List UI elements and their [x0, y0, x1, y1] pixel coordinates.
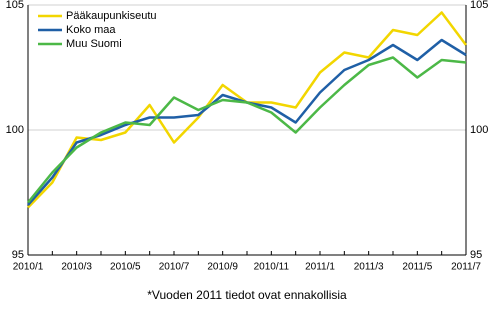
- y2-tick-label: 105: [470, 0, 488, 11]
- x-tick-label: 2011/3: [354, 262, 384, 273]
- y-tick-label: 95: [12, 249, 24, 261]
- x-tick-label: 2010/1: [13, 262, 44, 273]
- y-tick-label: 100: [6, 124, 24, 136]
- x-tick-label: 2010/5: [110, 262, 141, 273]
- footnote: *Vuoden 2011 tiedot ovat ennakollisia: [147, 288, 347, 302]
- x-tick-label: 2010/7: [159, 262, 190, 273]
- line-series: [27, 56, 467, 204]
- y-tick-label: 105: [6, 0, 24, 11]
- x-tick-label: 2011/5: [402, 262, 432, 273]
- y2-tick-label: 100: [470, 124, 488, 136]
- x-tick-label: 2011/1: [305, 262, 335, 273]
- x-tick-label: 2010/9: [207, 262, 238, 273]
- legend-label: Muu Suomi: [66, 38, 122, 50]
- x-tick-label: 2010/3: [61, 262, 92, 273]
- y2-tick-label: 95: [470, 249, 482, 261]
- legend-label: Pääkaupunkiseutu: [66, 10, 157, 22]
- x-tick-label: 2010/11: [254, 262, 290, 273]
- legend-label: Koko maa: [66, 24, 116, 36]
- x-tick-label: 2011/7: [451, 262, 481, 273]
